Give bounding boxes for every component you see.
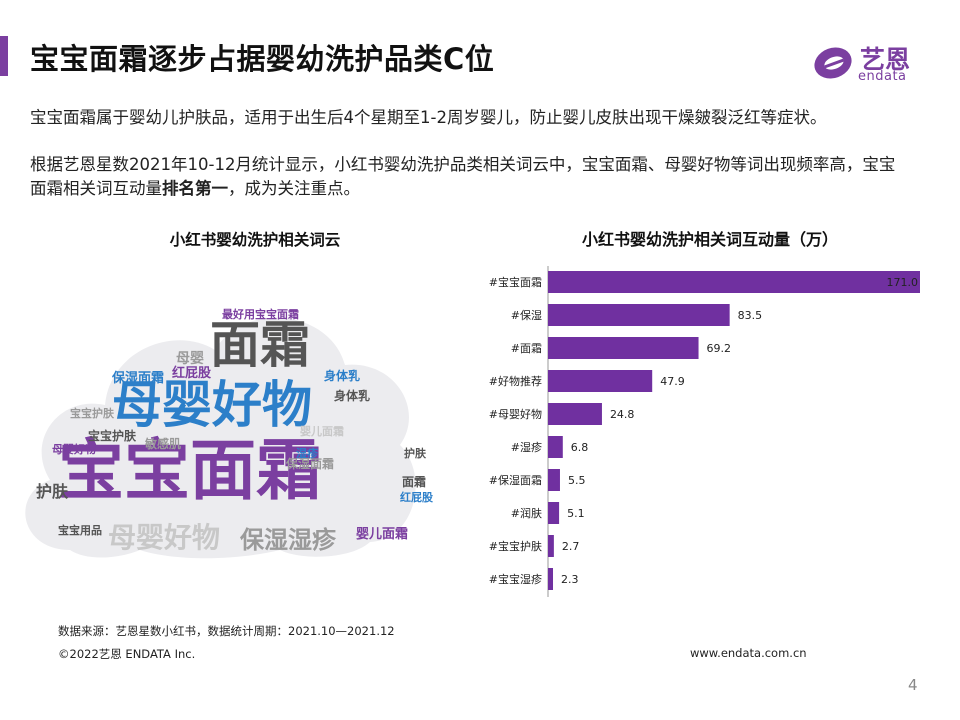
cloud-word: 敏感肌 <box>145 437 182 451</box>
word-cloud: 宝宝面霜 母婴好物 面霜 保湿湿疹 母婴好物 红屁股 保湿面霜 最好用宝宝面霜 … <box>0 280 433 580</box>
bar <box>548 370 653 392</box>
cloud-word: 母婴 <box>176 351 204 367</box>
bar-chart: #宝宝面霜 171.0 #保湿 83.5 #面霜 69.2 #好物推荐 47.9 #母婴好物 24… <box>489 266 920 597</box>
cloud-word: 婴儿面霜 <box>356 527 409 542</box>
value-label: 171.0 <box>887 276 919 289</box>
category-label: #湿疹 <box>511 440 542 454</box>
endata-logo-icon <box>814 47 852 79</box>
category-label: #好物推荐 <box>489 374 542 388</box>
value-label: 2.3 <box>561 573 579 586</box>
cloud-word: 宝宝护肤 <box>70 407 114 420</box>
cloud-word: 母婴好物 <box>52 443 96 456</box>
cloud-word: 宝宝护肤 <box>88 429 137 443</box>
cloud-word: 保湿面霜 <box>286 457 335 471</box>
cloud-word: 湿疹 <box>296 447 318 460</box>
endata-logo: 艺恩 endata <box>812 40 932 84</box>
category-label: #宝宝护肤 <box>489 539 542 553</box>
logo-subtext: endata <box>858 69 907 84</box>
stats-paragraph: 根据艺恩星数2021年10-12月统计显示，小红书婴幼洗护品类相关词云中，宝宝面… <box>30 153 910 201</box>
cloud-word: 最好用宝宝面霜 <box>222 308 299 321</box>
cloud-word: 身体乳 <box>334 389 371 403</box>
bar <box>548 337 699 359</box>
bar <box>548 535 554 557</box>
value-label: 24.8 <box>610 408 635 421</box>
bar <box>548 568 554 590</box>
value-label: 47.9 <box>660 375 685 388</box>
word-cloud-shape <box>25 317 416 559</box>
category-label: #母婴好物 <box>489 407 542 421</box>
cloud-word: 保湿湿疹 <box>240 526 336 554</box>
data-source: 数据来源：艺恩星数小红书，数据统计周期：2021.10—2021.12 <box>58 624 395 638</box>
category-label: #保湿面霜 <box>489 473 542 487</box>
cloud-word: 红屁股 <box>400 491 433 504</box>
cloud-word: 护肤 <box>36 482 69 501</box>
cloud-word: 红屁股 <box>172 366 212 381</box>
website-link[interactable]: www.endata.com.cn <box>690 646 807 660</box>
stats-text-before: 根据艺恩星数2021年10-12月统计显示，小红书婴幼洗护品类相关词云中，宝宝面… <box>30 155 896 198</box>
cloud-word: 母婴好物 <box>112 376 312 434</box>
value-label: 5.5 <box>568 474 586 487</box>
cloud-word: 母婴好物 <box>108 521 221 554</box>
value-label: 6.8 <box>571 441 589 454</box>
cloud-word: 宝宝用品 <box>58 524 102 537</box>
bar <box>548 304 730 326</box>
cloud-word: 面霜 <box>210 316 310 374</box>
cloud-word: 护肤 <box>404 447 426 460</box>
stats-text-bold: 排名第一 <box>162 179 228 198</box>
cloud-word: 身体乳 <box>324 369 361 383</box>
logo-text: 艺恩 <box>860 45 911 74</box>
category-label: #保湿 <box>511 308 542 322</box>
bar <box>548 469 560 491</box>
bar <box>548 403 602 425</box>
bar <box>548 502 560 524</box>
page-number: 4 <box>908 676 918 694</box>
bar <box>548 436 563 458</box>
value-label: 5.1 <box>567 507 585 520</box>
category-label: #润肤 <box>511 506 542 520</box>
category-label: #面霜 <box>511 342 542 355</box>
value-label: 69.2 <box>707 342 732 355</box>
value-label: 83.5 <box>738 309 763 322</box>
bar-chart-title: 小红书婴幼洗护相关词互动量（万） <box>581 230 838 249</box>
cloud-word: 面霜 <box>402 475 427 489</box>
cloud-word: 保湿面霜 <box>112 371 165 386</box>
intro-paragraph: 宝宝面霜属于婴幼儿护肤品，适用于出生后4个星期至1-2周岁婴儿，防止婴儿皮肤出现… <box>30 108 827 127</box>
page-title: 宝宝面霜逐步占据婴幼洗护品类C位 <box>30 42 495 76</box>
category-label: #宝宝湿疹 <box>489 572 542 586</box>
copyright: ©2022艺恩 ENDATA Inc. <box>58 647 196 661</box>
value-label: 2.7 <box>562 540 580 553</box>
word-cloud-title: 小红书婴幼洗护相关词云 <box>169 231 341 249</box>
stats-text-after: ，成为关注重点。 <box>228 179 360 198</box>
cloud-word: 宝宝面霜 <box>58 432 322 509</box>
bar <box>548 271 920 293</box>
title-accent-bar <box>0 36 8 76</box>
cloud-word: 婴儿面霜 <box>300 425 344 438</box>
category-label: #宝宝面霜 <box>489 275 542 289</box>
